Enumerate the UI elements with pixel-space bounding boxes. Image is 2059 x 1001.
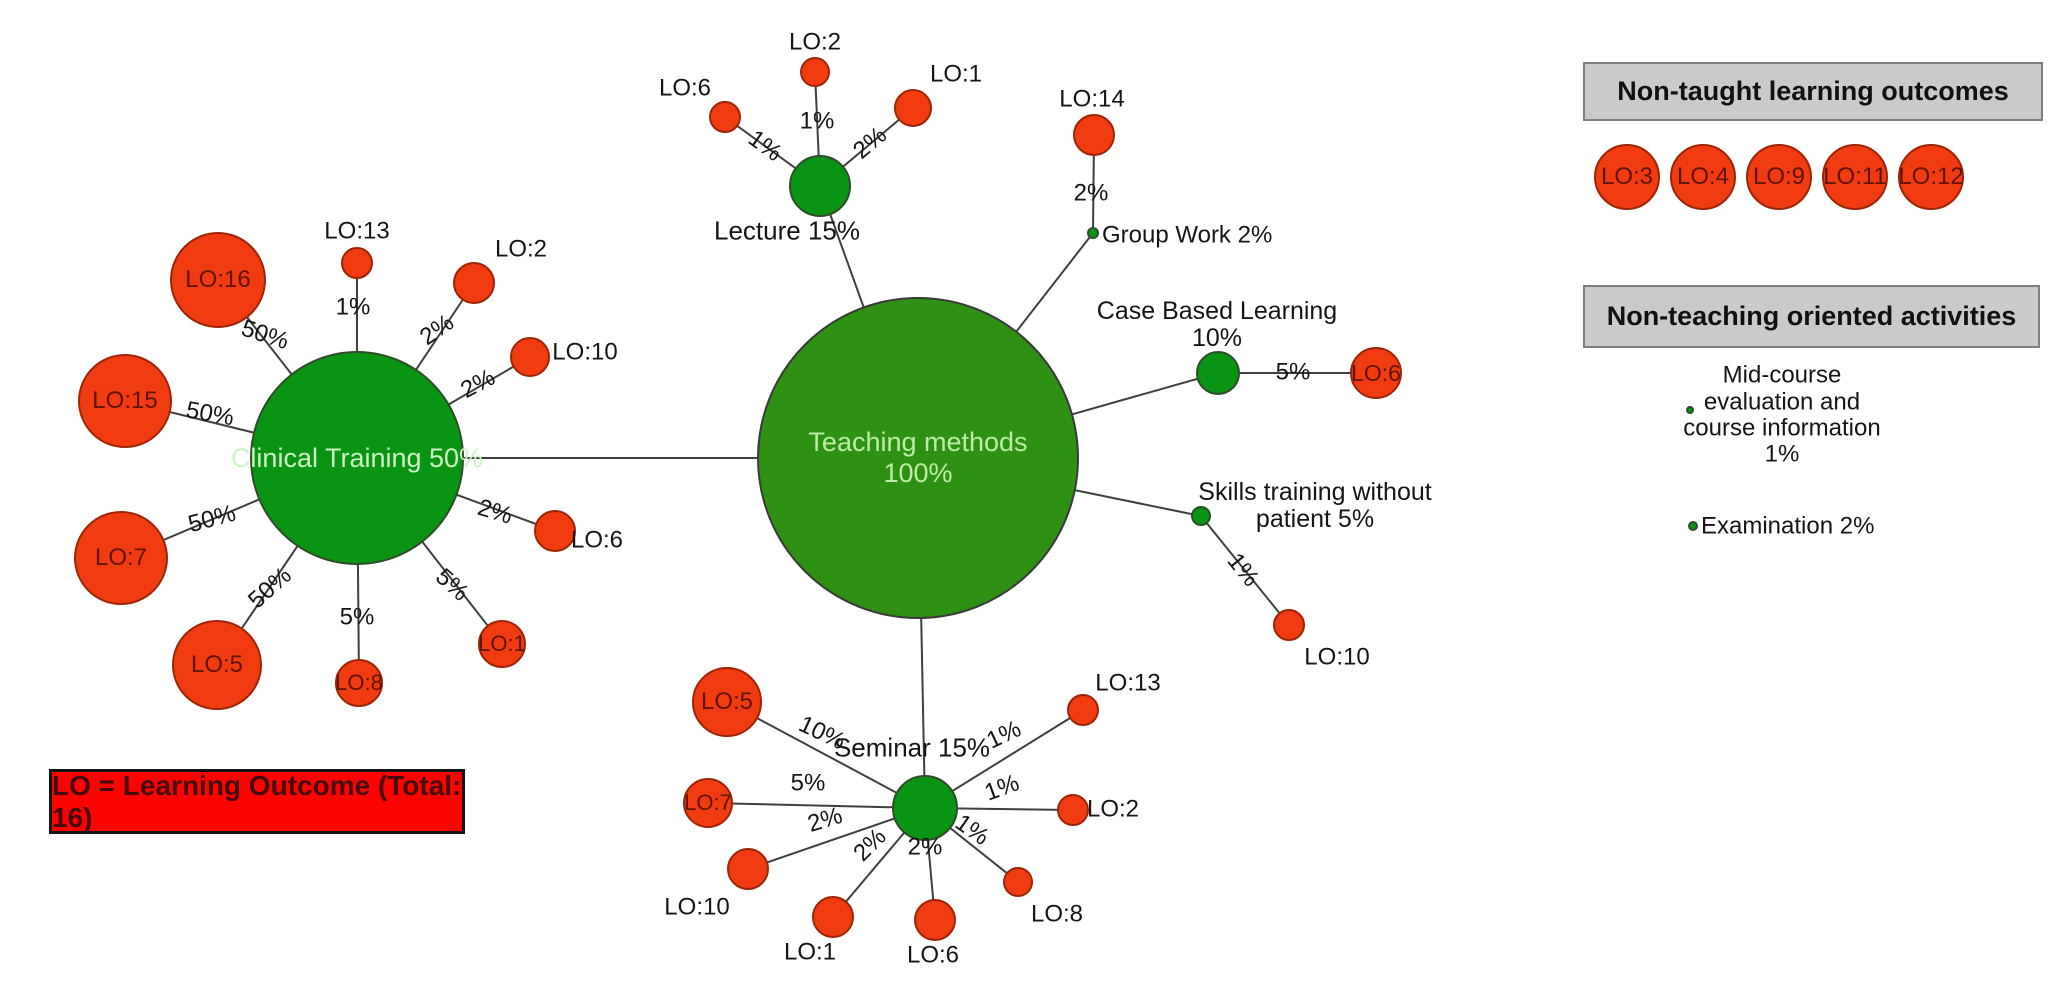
text-label: LO:14 [1059,85,1125,113]
text-label: LO:6 [906,941,960,969]
text-label: Mid-course [1722,361,1842,389]
node-label-c-lo8: LO:8 [335,670,383,695]
text-label: Lecture 15% [714,215,860,246]
node-l-lo2 [800,57,830,87]
text-label: evaluation and [1703,388,1861,416]
text-label: LO:6 [570,526,624,554]
node-s-lo10 [1273,609,1305,641]
text-label: LO:10 [1304,643,1370,671]
node-m-lo8 [1003,867,1033,897]
node-clinical: Clinical Training 50% [231,351,483,565]
node-m-lo1 [812,896,854,938]
node-lecture [789,155,851,217]
edge-percent-label: 1% [799,107,835,135]
node-label-nt-lo9: LO:9 [1752,163,1806,190]
text-label: Case Based Learning [1096,296,1338,325]
node-cbl [1196,351,1240,395]
text-label: 1% [1764,440,1800,468]
node-label-nt-lo3: LO:3 [1600,163,1654,190]
text-label: LO:2 [494,235,548,263]
node-c-lo8: LO:8 [335,659,383,707]
edge-percent-label: 5% [790,769,826,797]
text-label: LO:10 [552,338,618,366]
text-label: LO:1 [929,60,983,88]
node-label-nt-lo12: LO:12 [1898,163,1964,190]
node-nt-lo4: LO:4 [1670,144,1736,210]
node-label-m-lo7: LO:7 [684,790,732,815]
node-label-clinical: Clinical Training 50% [230,442,484,473]
node-label-teaching: Teaching methods 100% [808,427,1028,488]
node-label-m-lo5: LO:5 [700,688,754,715]
non-teaching-activities-header: Non-teaching oriented activities [1583,285,2040,348]
edge-percent-label: 2% [907,833,943,861]
node-c-lo6 [534,510,576,552]
text-label: course information [1683,414,1881,442]
node-c-lo2 [453,262,495,304]
edge-percent-label: 2% [1073,179,1109,207]
text-label: LO:10 [664,893,730,921]
node-l-lo6 [709,101,741,133]
text-label: LO:2 [788,28,842,56]
legend-box: LO = Learning Outcome (Total: 16) [49,769,465,834]
node-c-lo1: LO:1 [478,620,526,668]
edge-percent-label: 5% [339,603,375,631]
node-skills [1191,506,1211,526]
node-c-lo7: LO:7 [74,511,168,605]
node-m-lo13 [1067,694,1099,726]
text-label: LO:13 [1095,669,1161,697]
node-label-c-lo5: LO:5 [190,651,244,678]
node-nt-lo9: LO:9 [1746,144,1812,210]
node-nt-lo11: LO:11 [1822,144,1888,210]
node-label-c-lo16: LO:16 [185,266,251,293]
node-label-c-lo1: LO:1 [478,631,526,656]
node-label-c-lo15: LO:15 [92,387,158,414]
node-c-lo13 [341,247,373,279]
node-g-lo14 [1073,114,1115,156]
text-label: LO:2 [1086,795,1140,823]
node-c-lo10 [510,337,550,377]
text-label: LO:6 [658,74,712,102]
node-seminar [892,775,958,841]
node-nt-lo12: LO:12 [1898,144,1964,210]
node-m-lo7: LO:7 [683,778,733,828]
node-dot-exam [1688,521,1698,531]
text-label: Seminar 15% [833,732,991,763]
node-m-lo10 [727,848,769,890]
edge-line-skills-s-lo10 [1200,515,1290,626]
text-label: LO:8 [1030,900,1084,928]
edge-line-seminar-m-lo7 [707,802,926,809]
node-label-nt-lo4: LO:4 [1676,163,1730,190]
node-m-lo5: LO:5 [692,667,762,737]
node-dot-midcourse [1686,406,1694,414]
node-nt-lo3: LO:3 [1594,144,1660,210]
node-label-c-lo7: LO:7 [94,544,148,571]
text-label: LO:13 [324,217,390,245]
node-teaching: Teaching methods 100% [757,297,1079,619]
node-c-lo16: LO:16 [170,232,266,328]
node-label-b-lo6: LO:6 [1351,359,1401,386]
edge-percent-label: 5% [1275,358,1311,386]
node-groupwork [1087,227,1099,239]
text-label: patient 5% [1255,504,1375,533]
text-label: Examination 2% [1701,512,1875,540]
edge-line-seminar-m-lo5 [726,701,926,809]
text-label: Skills training without [1198,477,1432,506]
node-label-nt-lo11: LO:11 [1823,163,1887,190]
text-label: LO:1 [783,938,837,966]
text-label: Group Work 2% [1102,221,1273,249]
node-l-lo1 [894,89,932,127]
node-m-lo2 [1057,794,1089,826]
node-c-lo5: LO:5 [172,620,262,710]
non-taught-outcomes-header: Non-taught learning outcomes [1583,62,2043,121]
node-b-lo6: LO:6 [1350,347,1402,399]
node-m-lo6 [914,899,956,941]
edge-percent-label: 1% [335,293,371,321]
text-label: 10% [1191,323,1243,352]
node-c-lo15: LO:15 [78,354,172,448]
